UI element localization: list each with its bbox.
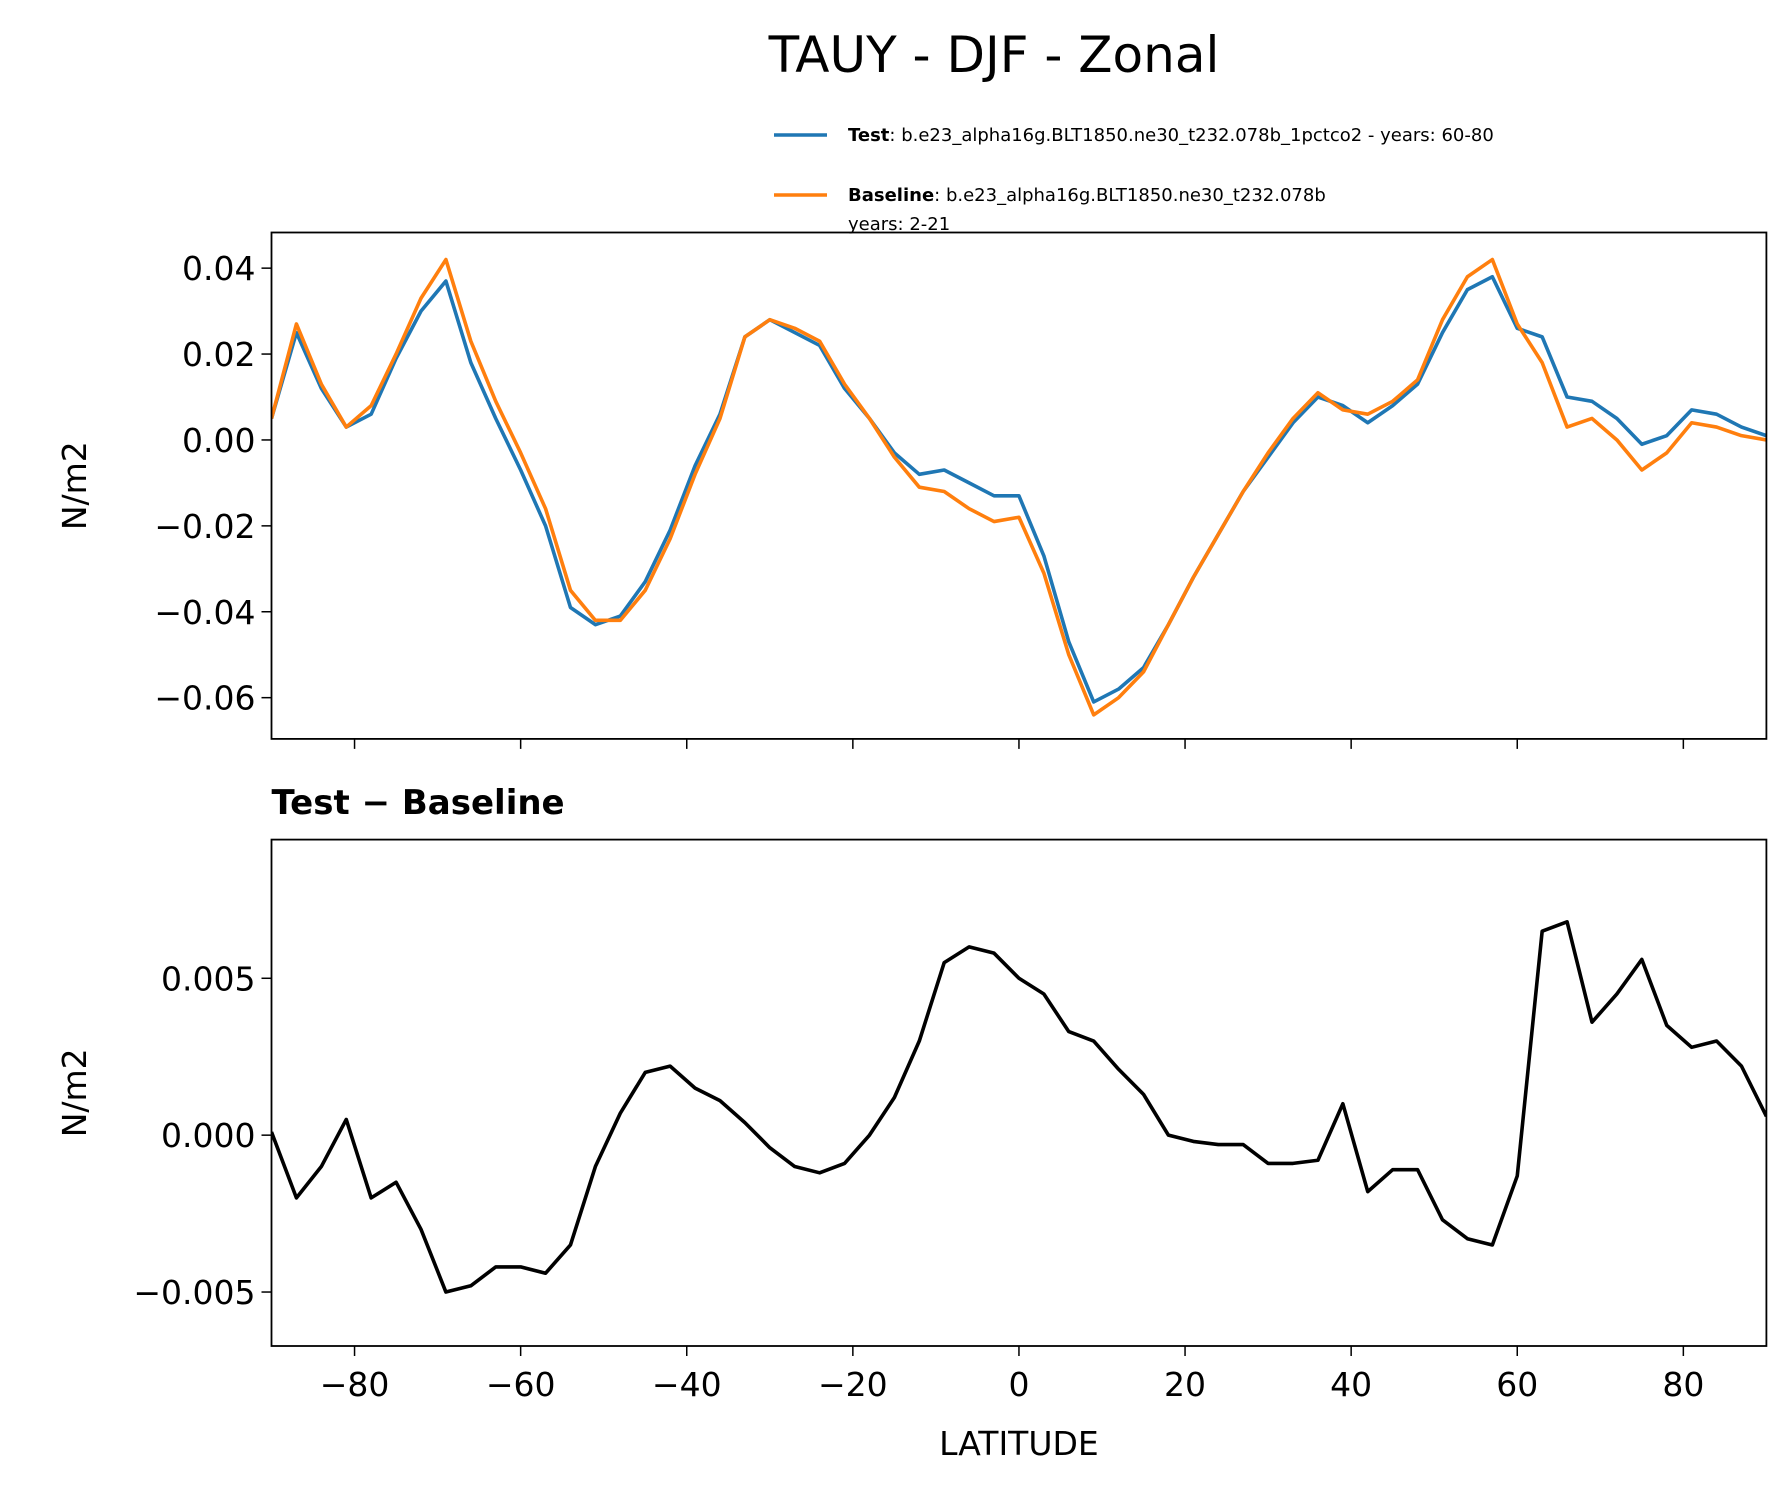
x-tick-label: 20: [1164, 1365, 1206, 1404]
y-tick-label: 0.00: [182, 421, 255, 460]
data-line: [271, 920, 1767, 1294]
legend-label: years: 2-21: [848, 214, 950, 235]
x-tick-label: 0: [1008, 1365, 1029, 1404]
data-line: [271, 274, 1767, 704]
legend-name: Baseline: [848, 185, 934, 206]
y-tick-label: 0.005: [161, 959, 255, 998]
x-tick-label: 60: [1496, 1365, 1538, 1404]
y-tick-label: −0.06: [154, 679, 255, 718]
y-tick-label: −0.04: [154, 593, 255, 632]
y-tick-label: 0.000: [161, 1116, 255, 1155]
y-tick-label: −0.005: [133, 1273, 255, 1312]
x-tick-label: −40: [652, 1365, 722, 1404]
legend-text: years: 2-21: [848, 214, 950, 235]
legend-label: : b.e23_alpha16g.BLT1850.ne30_t232.078b: [934, 185, 1326, 206]
y-tick-label: −0.02: [154, 507, 255, 546]
y-tick-label: 0.02: [182, 335, 255, 374]
x-tick-label: −60: [486, 1365, 556, 1404]
data-line: [271, 257, 1767, 717]
legend-text: Test: b.e23_alpha16g.BLT1850.ne30_t232.0…: [848, 125, 1494, 146]
plot-area: [271, 920, 1767, 1294]
x-tick-label: 40: [1330, 1365, 1372, 1404]
x-tick-label: −80: [320, 1365, 390, 1404]
x-axis-label: LATITUDE: [939, 1424, 1099, 1463]
x-tick-label: 80: [1662, 1365, 1704, 1404]
axes-frame: [270, 838, 1768, 1347]
subplot-title: Test − Baseline: [272, 783, 565, 823]
y-axis-label: N/m2: [55, 441, 94, 530]
axes-frame: [270, 231, 1768, 740]
legend-text: Baseline: b.e23_alpha16g.BLT1850.ne30_t2…: [848, 185, 1326, 206]
y-axis-label: N/m2: [55, 1048, 94, 1137]
x-tick-label: −20: [818, 1365, 888, 1404]
plot-area: [271, 257, 1767, 717]
legend-name: Test: [848, 125, 890, 146]
chart-title: TAUY - DJF - Zonal: [768, 26, 1220, 84]
legend-label: : b.e23_alpha16g.BLT1850.ne30_t232.078b_…: [889, 125, 1493, 146]
y-tick-label: 0.04: [182, 249, 255, 288]
